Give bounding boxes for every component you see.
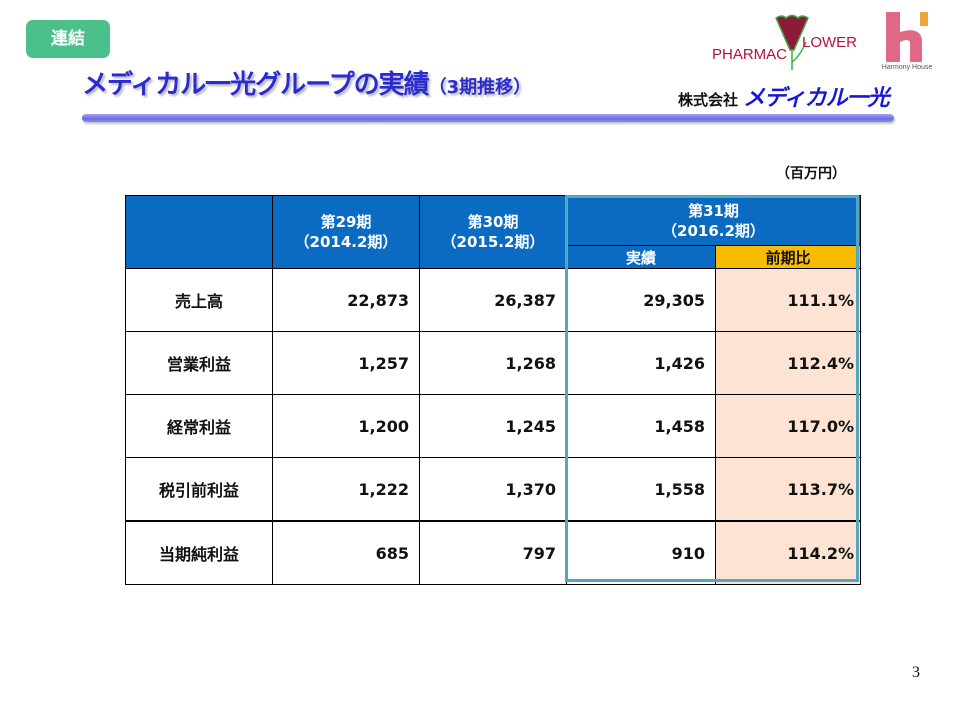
cell-yoy: 117.0%: [715, 394, 861, 458]
row-label: 税引前利益: [125, 457, 273, 522]
row-label: 当期純利益: [125, 520, 273, 585]
table-row: 売上高 22,873 26,387 29,305 111.1%: [125, 268, 861, 332]
cell-fy29: 1,257: [272, 331, 420, 395]
header-fy31-yoy: 前期比: [715, 245, 861, 269]
table-row: 経常利益 1,200 1,245 1,458 117.0%: [125, 394, 861, 458]
page-title-sub: （3期推移）: [428, 77, 532, 98]
financial-results-table: 第29期 （2014.2期） 第30期 （2015.2期） 第31期 （2016…: [125, 195, 861, 585]
cell-yoy: 112.4%: [715, 331, 861, 395]
consolidated-badge: 連結: [26, 20, 110, 58]
row-label: 経常利益: [125, 394, 273, 458]
cell-fy31: 1,458: [566, 394, 716, 458]
cell-fy30: 1,370: [419, 457, 567, 522]
row-label: 売上高: [125, 268, 273, 332]
cell-fy29: 685: [272, 520, 420, 585]
header-fy31: 第31期 （2016.2期）: [566, 195, 861, 246]
row-label: 営業利益: [125, 331, 273, 395]
cell-fy31: 29,305: [566, 268, 716, 332]
cell-yoy: 111.1%: [715, 268, 861, 332]
header-fy30: 第30期 （2015.2期）: [419, 195, 567, 269]
cell-fy29: 22,873: [272, 268, 420, 332]
cell-fy29: 1,222: [272, 457, 420, 522]
cell-fy29: 1,200: [272, 394, 420, 458]
cell-fy30: 26,387: [419, 268, 567, 332]
cell-fy31: 1,558: [566, 457, 716, 522]
company-name-text: メディカル一光: [743, 86, 889, 111]
page-title: メディカル一光グループの実績（3期推移）: [82, 64, 531, 101]
harmony-house-icon: [886, 12, 928, 62]
header-fy31-actual: 実績: [566, 245, 716, 269]
logo-text-left: PHARMAC: [712, 46, 788, 63]
page-title-main: メディカル一光グループの実績: [82, 70, 430, 100]
table-row: 税引前利益 1,222 1,370 1,558 113.7%: [125, 457, 861, 522]
company-prefix: 株式会社: [678, 91, 739, 109]
cell-fy30: 797: [419, 520, 567, 585]
table-row: 当期純利益 685 797 910 114.2%: [125, 520, 861, 585]
logo-text-right: LOWER: [802, 34, 858, 51]
cell-fy30: 1,268: [419, 331, 567, 395]
table-row: 営業利益 1,257 1,268 1,426 112.4%: [125, 331, 861, 395]
harmony-house-caption: Harmony House: [881, 64, 933, 71]
company-name: 株式会社 メディカル一光: [678, 80, 890, 112]
cell-yoy: 114.2%: [715, 520, 861, 585]
title-underline: [82, 114, 894, 122]
flower-icon: [775, 14, 809, 70]
cell-fy31: 910: [566, 520, 716, 585]
page-number: 3: [912, 664, 920, 681]
unit-label: （百万円）: [776, 166, 846, 182]
cell-fy31: 1,426: [566, 331, 716, 395]
header-blank: [125, 195, 273, 269]
cell-fy30: 1,245: [419, 394, 567, 458]
pharmacy-flower-logo: PHARMAC LOWER: [712, 12, 862, 72]
header-fy29: 第29期 （2014.2期）: [272, 195, 420, 269]
harmony-house-logo: Harmony House: [872, 10, 942, 72]
cell-yoy: 113.7%: [715, 457, 861, 522]
